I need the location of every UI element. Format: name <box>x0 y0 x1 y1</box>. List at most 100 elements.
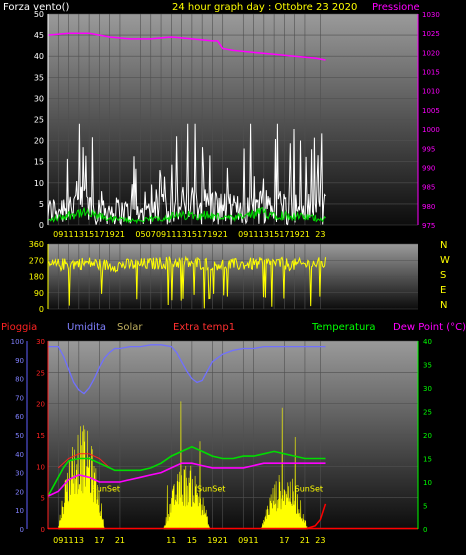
humidity-tick-label: 10 <box>15 507 24 515</box>
dew-point-series <box>47 462 326 497</box>
time-tick-label: 13 <box>259 230 269 239</box>
time-tick-label: 23 <box>315 536 325 545</box>
compass-label: N <box>440 240 447 251</box>
time-tick-label: 13 <box>74 230 84 239</box>
direction-tick-label: 180 <box>29 273 44 282</box>
time-tick-label: 09 <box>238 230 248 239</box>
time-tick-label: 11 <box>248 230 258 239</box>
wind-tick-label: 50 <box>34 10 44 19</box>
solar-series <box>261 407 308 530</box>
time-tick-label: 17 <box>279 536 289 545</box>
time-tick-label: 11 <box>63 536 73 545</box>
pressure-tick-label: 1000 <box>422 126 440 134</box>
pressure-title: Pressione <box>372 2 420 13</box>
time-tick-label: 09 <box>53 230 63 239</box>
sunset-label: SunSet <box>295 484 323 493</box>
pressure-tick-label: 1005 <box>422 107 440 115</box>
graph-title: 24 hour graph day : Ottobre 23 2020 <box>172 2 357 13</box>
time-tick-label: 11 <box>166 230 176 239</box>
humidity-tick-label: 20 <box>15 488 24 496</box>
time-tick-label: 21 <box>218 230 228 239</box>
compass-label: N <box>440 300 447 311</box>
pressure-tick-label: 1010 <box>422 88 440 96</box>
humidity-tick-label: 90 <box>15 357 24 365</box>
rain-series <box>304 503 327 530</box>
pressure-tick-label: 1020 <box>422 49 440 57</box>
time-tick-label: 07 <box>146 230 156 239</box>
time-tick-label: 09 <box>156 230 166 239</box>
humidity-title: Umidita <box>67 322 106 333</box>
pressure-tick-label: 1015 <box>422 69 440 77</box>
temperature-tick-label: 20 <box>423 432 432 440</box>
wind-tick-label: 35 <box>34 73 44 82</box>
humidity-tick-label: 30 <box>15 470 24 478</box>
time-tick-label: 19 <box>207 230 217 239</box>
pressure-tick-label: 1030 <box>422 11 440 19</box>
temperature-tick-label: 35 <box>423 362 432 370</box>
time-tick-label: 09 <box>238 536 248 545</box>
humidity-tick-label: 40 <box>15 451 24 459</box>
temperature-tick-label: 5 <box>423 503 427 511</box>
wind-tick-label: 10 <box>34 179 44 188</box>
humidity-tick-label: 0 <box>20 526 24 534</box>
pressure-tick-label: 975 <box>422 222 435 230</box>
temperature-title: Temperatura <box>311 322 376 333</box>
wind-average-series <box>47 207 326 225</box>
pressure-tick-label: 1025 <box>422 30 440 38</box>
extra-temp-title: Extra temp1 <box>173 322 235 333</box>
time-tick-label: 19 <box>105 230 115 239</box>
wind-title: Forza vento() <box>3 2 70 13</box>
dew-point-title: Dew Point (°C) <box>393 322 466 333</box>
compass-label: S <box>440 270 446 281</box>
wind-tick-label: 25 <box>34 116 44 125</box>
time-tick-label: 17 <box>279 230 289 239</box>
rain-tick-label: 15 <box>36 432 45 440</box>
wind-tick-label: 40 <box>34 52 44 61</box>
temperature-tick-label: 25 <box>423 409 432 417</box>
time-tick-label: 17 <box>197 230 207 239</box>
rain-tick-label: 30 <box>36 338 45 346</box>
humidity-series <box>48 344 326 395</box>
pressure-tick-label: 990 <box>422 164 435 172</box>
wind-tick-label: 0 <box>39 221 44 230</box>
pressure-tick-label: 980 <box>422 203 435 211</box>
temperature-tick-label: 10 <box>423 479 432 487</box>
time-tick-label: 05 <box>135 230 145 239</box>
direction-tick-label: 360 <box>29 240 44 249</box>
humidity-tick-label: 80 <box>15 376 24 384</box>
time-tick-label: 15 <box>269 230 279 239</box>
direction-tick-label: 90 <box>34 289 44 298</box>
time-tick-label: 15 <box>187 230 197 239</box>
solar-series <box>163 401 210 530</box>
time-tick-label: 11 <box>166 536 176 545</box>
humidity-tick-label: 70 <box>15 394 24 402</box>
time-tick-label: 21 <box>218 536 228 545</box>
wind-tick-label: 20 <box>34 137 44 146</box>
temperature-tick-label: 15 <box>423 456 432 464</box>
humidity-tick-label: 100 <box>11 338 24 346</box>
time-tick-label: 21 <box>300 230 310 239</box>
pressure-series <box>47 32 326 61</box>
wind-tick-label: 15 <box>34 158 44 167</box>
time-tick-label: 15 <box>84 230 94 239</box>
sunset-label: SunSet <box>197 484 225 493</box>
wind-gust-series <box>47 123 326 227</box>
time-tick-label: 11 <box>63 230 73 239</box>
time-tick-label: 21 <box>115 230 125 239</box>
wind-tick-label: 5 <box>39 200 44 209</box>
time-tick-label: 15 <box>187 536 197 545</box>
rain-tick-label: 25 <box>36 369 45 377</box>
humidity-tick-label: 50 <box>15 432 24 440</box>
temperature-series <box>47 445 326 497</box>
time-tick-label: 09 <box>53 536 63 545</box>
time-tick-label: 11 <box>248 536 258 545</box>
time-tick-label: 19 <box>290 230 300 239</box>
rain-tick-label: 0 <box>41 526 45 534</box>
sunset-label: SunSet <box>92 484 120 493</box>
rain-tick-label: 20 <box>36 401 45 409</box>
time-tick-label: 21 <box>300 536 310 545</box>
temperature-tick-label: 30 <box>423 385 432 393</box>
temperature-tick-label: 0 <box>423 526 427 534</box>
